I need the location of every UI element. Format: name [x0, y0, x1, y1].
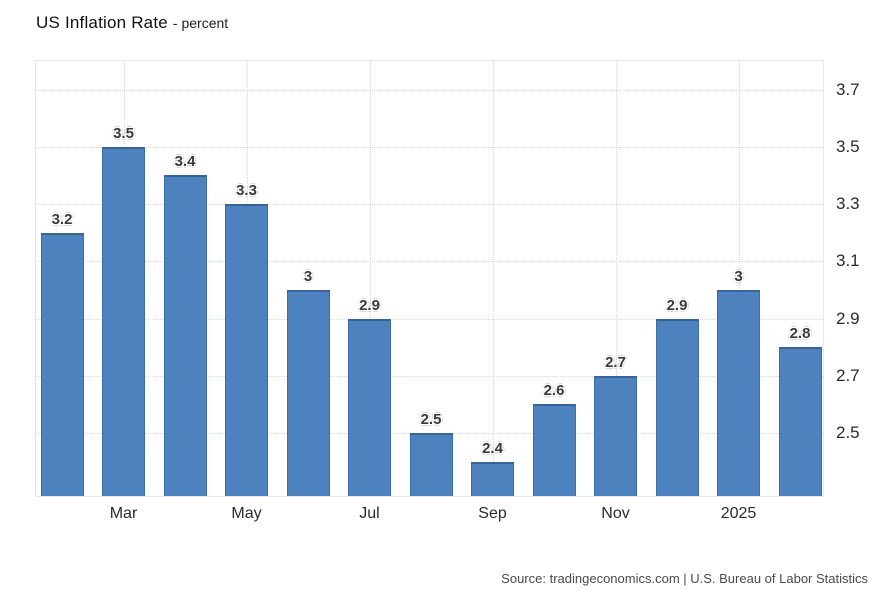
bar-value-label: 3 — [303, 268, 313, 285]
bar[interactable] — [40, 233, 84, 496]
y-axis-tick-label: 3.3 — [836, 194, 860, 214]
y-axis-tick-label: 3.5 — [836, 136, 860, 156]
bar-value-label: 3.3 — [236, 182, 257, 199]
y-axis-tick-label: 2.9 — [836, 308, 860, 328]
bar[interactable] — [655, 319, 699, 496]
source-attribution: Source: tradingeconomics.com | U.S. Bure… — [501, 571, 868, 586]
bar[interactable] — [717, 290, 760, 496]
bar-value-label: 3.4 — [174, 153, 196, 170]
bar[interactable] — [102, 147, 145, 496]
x-axis-tick-label: Mar — [109, 505, 138, 522]
bar-value-label: 2.7 — [605, 354, 626, 371]
bar-value-label: 3.5 — [113, 125, 134, 142]
bar-value-label: 2.5 — [420, 411, 442, 428]
y-axis-tick-label: 3.1 — [836, 251, 860, 271]
chart-subtitle: - percent — [172, 15, 229, 31]
y-axis-tick-label: 2.5 — [836, 423, 860, 442]
bar-value-label: 2.4 — [482, 440, 503, 457]
bar-value-label: 3 — [734, 268, 743, 285]
gridline-vertical — [492, 61, 494, 496]
gridline-horizontal — [36, 375, 823, 377]
bar[interactable] — [409, 433, 453, 496]
gridline-vertical — [615, 61, 617, 496]
gridline-horizontal — [36, 318, 823, 320]
bar-value-label: 2.9 — [666, 297, 688, 314]
gridline-horizontal — [36, 261, 823, 263]
y-axis-tick-label: 2.7 — [836, 365, 860, 385]
y-axis-tick-label: 3.7 — [836, 79, 860, 99]
gridline-vertical — [738, 61, 740, 496]
bar-value-label: 2.8 — [789, 325, 811, 342]
bar[interactable] — [532, 404, 576, 496]
plot-area: 3.7 3.5 3.3 3.1 2.9 2.7 2.5 Mar May Jul Sep Nov 2025… — [35, 60, 860, 522]
bar[interactable] — [163, 175, 207, 496]
bar[interactable] — [286, 290, 330, 496]
bar-value-label: 3.2 — [51, 211, 73, 228]
bar-value-label: 2.6 — [543, 382, 565, 399]
gridline-horizontal — [36, 89, 823, 91]
gridline-vertical — [369, 61, 371, 496]
gridline-horizontal — [36, 146, 823, 148]
bar[interactable] — [471, 462, 514, 496]
x-axis-tick-label: 2025 — [720, 505, 757, 522]
bar[interactable] — [348, 319, 391, 496]
chart-title: US Inflation Rate — [36, 13, 168, 32]
bar-value-label: 2.9 — [359, 297, 380, 314]
gridline-horizontal — [36, 204, 823, 206]
chart-header: US Inflation Rate - percent — [36, 13, 228, 33]
bar[interactable] — [778, 347, 822, 496]
x-axis-tick-label: Jul — [359, 505, 380, 522]
x-axis-tick-label: Nov — [601, 505, 630, 522]
x-axis-tick-label: Sep — [478, 505, 507, 522]
x-axis-tick-label: May — [231, 505, 262, 522]
bar[interactable] — [594, 376, 637, 496]
bar[interactable] — [225, 204, 268, 496]
